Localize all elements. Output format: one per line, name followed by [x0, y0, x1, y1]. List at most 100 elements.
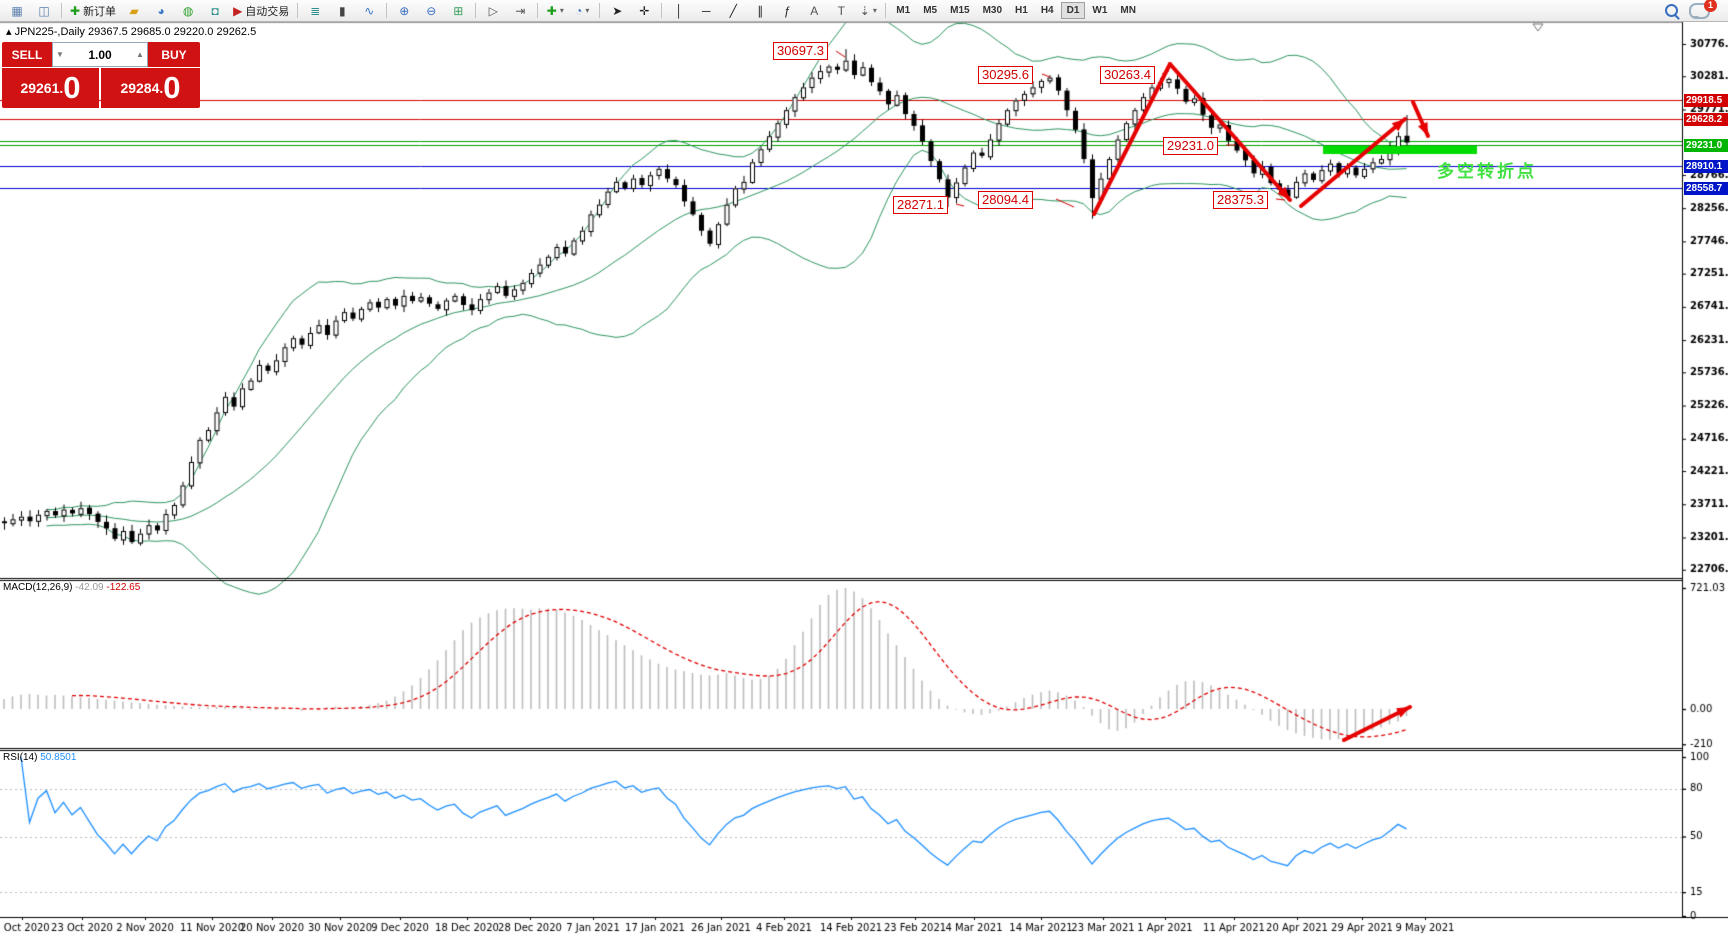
- horizontal-line-icon[interactable]: ─: [693, 1, 719, 21]
- label-icon[interactable]: T: [828, 1, 854, 21]
- tile-windows-icon[interactable]: ⊞: [445, 1, 471, 21]
- tile-windows-icon: ⊞: [453, 3, 464, 18]
- zoom-in-icon[interactable]: ⊕: [391, 1, 417, 21]
- price-annotation[interactable]: 28375.3: [1213, 191, 1268, 209]
- channel-icon: ∥: [757, 3, 764, 18]
- timeframe-h1[interactable]: H1: [1015, 5, 1028, 16]
- toolbar-separator: [61, 3, 62, 18]
- chart-profiles-icon[interactable]: ◫: [31, 1, 57, 21]
- price-annotation[interactable]: 30295.6: [978, 66, 1033, 84]
- toolbar: ▦ ◫ ✚ 新订单 ▰ ◕ ◍ ◘ ▶ 自动交易 ≣ ▮ ∿ ⊕ ⊖ ⊞ ▷ ⇥ ✚ ▾ ◔ ▾ ➤ ✛ │ ─ ╱ ∥ ƒ A T ⇣ ▾ M…: [0, 0, 1728, 22]
- cursor-icon[interactable]: ➤: [604, 1, 630, 21]
- one-click-trading-panel: SELL ▼ 1.00 ▲ BUY 29261. 0 29284. 0: [2, 42, 200, 108]
- auto-trading-button[interactable]: ▶ 自动交易: [229, 1, 293, 21]
- market-icon: ◘: [211, 3, 219, 18]
- price-annotation[interactable]: 30263.4: [1100, 66, 1155, 84]
- price-annotation[interactable]: 30697.3: [773, 42, 828, 60]
- rsi-indicator-label: RSI(14) 50.8501: [3, 752, 77, 763]
- macd-indicator-label: MACD(12,26,9) -42.09 -122.65: [3, 582, 141, 593]
- timeframe-m30[interactable]: M30: [982, 5, 1003, 16]
- trendline-icon[interactable]: ╱: [720, 1, 746, 21]
- new-order-button[interactable]: ✚ 新订单: [66, 1, 120, 21]
- sell-price[interactable]: 29261. 0: [2, 68, 99, 108]
- toolbar-separator: [661, 3, 663, 18]
- trendline-icon: ╱: [729, 3, 737, 18]
- price-annotation[interactable]: 29231.0: [1163, 137, 1218, 155]
- search-icon[interactable]: [1665, 4, 1678, 17]
- price-annotation[interactable]: 28094.4: [978, 191, 1033, 209]
- axis-price-badge: 28910.1: [1684, 160, 1728, 173]
- candlestick-chart-icon: ▮: [338, 3, 346, 18]
- symbol-marker-icon: ▴: [6, 26, 12, 38]
- axis-price-badge: 29628.2: [1684, 113, 1728, 126]
- buy-button[interactable]: BUY: [148, 42, 200, 67]
- cursor-icon: ➤: [612, 3, 623, 18]
- axis-price-badge: 28558.7: [1684, 182, 1728, 195]
- toolbar-separator: [599, 3, 601, 18]
- market-icon[interactable]: ◘: [202, 1, 228, 21]
- chart-profiles-icon: ◫: [38, 3, 50, 18]
- periods-icon[interactable]: ◔ ▾: [569, 1, 595, 21]
- candlestick-chart-icon[interactable]: ▮: [329, 1, 355, 21]
- line-chart-icon[interactable]: ∿: [356, 1, 382, 21]
- new-order-button: ✚: [70, 3, 81, 18]
- crosshair-icon: ✛: [639, 3, 650, 18]
- text-icon: A: [810, 3, 819, 18]
- indicators-icon[interactable]: ✚ ▾: [542, 1, 568, 21]
- volume-up-icon[interactable]: ▲: [136, 50, 144, 59]
- auto-trading-button-label: 自动交易: [245, 5, 290, 18]
- chat-badge: 1: [1704, 0, 1717, 12]
- caret-down-icon: ▾: [559, 6, 564, 15]
- timeframe-mn[interactable]: MN: [1120, 5, 1136, 16]
- chat-icon[interactable]: 1: [1689, 0, 1717, 19]
- auto-scroll-icon[interactable]: ▷: [480, 1, 506, 21]
- caret-down-icon: ▾: [872, 6, 877, 15]
- new-chart-icon[interactable]: ▦: [4, 1, 30, 21]
- timeframe-h4[interactable]: H4: [1040, 5, 1054, 16]
- vertical-line-icon[interactable]: │: [666, 1, 692, 21]
- symbol-name: JPN225-,Daily: [14, 26, 85, 38]
- timeframe-m15[interactable]: M15: [950, 5, 970, 16]
- volume-value[interactable]: 1.00: [88, 47, 112, 62]
- zoom-out-icon[interactable]: ⊖: [418, 1, 444, 21]
- indicators-icon: ✚: [546, 3, 557, 18]
- crosshair-icon[interactable]: ✛: [631, 1, 657, 21]
- auto-scroll-icon: ▷: [488, 3, 498, 18]
- price-annotation[interactable]: 28271.1: [893, 196, 948, 214]
- volume-spinner[interactable]: ▼ 1.00 ▲: [52, 42, 148, 67]
- buy-price[interactable]: 29284. 0: [101, 68, 200, 108]
- chart-shift-icon[interactable]: ⇥: [507, 1, 533, 21]
- signals-icon[interactable]: ◍: [175, 1, 201, 21]
- timeframe-w1[interactable]: W1: [1092, 5, 1108, 16]
- timeframe-m1[interactable]: M1: [896, 5, 911, 16]
- timeframe-d1[interactable]: D1: [1060, 2, 1086, 19]
- toolbar-separator: [537, 3, 539, 18]
- channel-icon[interactable]: ∥: [747, 1, 773, 21]
- ohlc-low: 29220.0: [173, 26, 214, 38]
- toolbar-separator: [297, 3, 299, 18]
- new-order-button-label: 新订单: [83, 5, 117, 18]
- fibonacci-icon[interactable]: ƒ: [774, 1, 800, 21]
- gold-icon[interactable]: ▰: [121, 1, 147, 21]
- caret-down-icon: ▾: [585, 6, 590, 15]
- mql5-community-icon[interactable]: ◕: [148, 1, 174, 21]
- bar-chart-icon: ≣: [310, 3, 321, 18]
- zoom-in-icon: ⊕: [399, 3, 410, 18]
- text-icon[interactable]: A: [801, 1, 827, 21]
- fibonacci-icon: ƒ: [783, 3, 791, 18]
- bar-chart-icon[interactable]: ≣: [302, 1, 328, 21]
- arrows-icon[interactable]: ⇣ ▾: [855, 1, 881, 21]
- sell-button[interactable]: SELL: [2, 42, 52, 67]
- ohlc-close: 29262.5: [216, 26, 257, 38]
- arrows-icon: ⇣: [859, 3, 870, 18]
- gold-icon: ▰: [129, 3, 139, 18]
- chart-note-text[interactable]: 多空转折点: [1437, 162, 1537, 181]
- zoom-out-icon: ⊖: [426, 3, 437, 18]
- toolbar-separator: [885, 3, 887, 18]
- chart-shift-icon: ⇥: [515, 3, 526, 18]
- timeframe-m5[interactable]: M5: [923, 5, 938, 16]
- periods-icon: ◔: [575, 3, 583, 18]
- toolbar-separator: [386, 3, 388, 18]
- volume-down-icon[interactable]: ▼: [56, 50, 64, 59]
